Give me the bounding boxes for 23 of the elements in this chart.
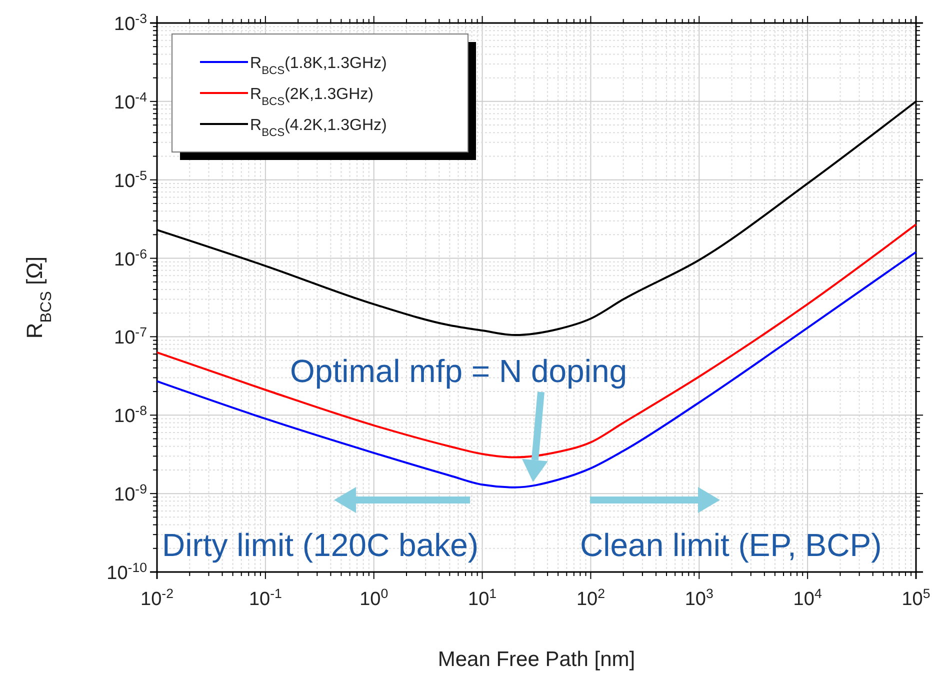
legend-label: R$_{BCS}$(1.8K,1.3GHz): [250, 55, 387, 77]
y-tick-label: 10$^{-8}$: [114, 402, 147, 428]
y-tick-label: 10$^{-9}$: [114, 481, 147, 506]
x-tick-label: 10$^{5}$: [902, 586, 930, 610]
x-axis-title: Mean Free Path [nm]: [438, 648, 636, 671]
x-tick-label: 10$^{3}$: [684, 586, 714, 610]
x-tick-label: 10$^{-1}$: [248, 586, 282, 610]
y-tick-label: 10$^{-7}$: [114, 324, 147, 349]
annotation: Clean limit (EP, BCP): [580, 527, 882, 563]
y-tick-label: 10$^{-6}$: [114, 246, 147, 270]
y-tick-label: 10$^{-3}$: [114, 10, 147, 35]
y-tick-label: 10$^{-10}$: [106, 560, 147, 584]
y-tick-label: 10$^{-4}$: [114, 88, 147, 114]
legend-label: R$_{BCS}$(2K,1.3GHz): [250, 86, 374, 108]
annotation: Optimal mfp = N doping: [290, 353, 628, 389]
x-tick-label: 10$^{1}$: [468, 586, 497, 610]
x-tick-label: 10$^{2}$: [576, 586, 605, 610]
annotation: Dirty limit (120C bake): [162, 527, 479, 563]
legend-label: R$_{BCS}$(4.2K,1.3GHz): [250, 117, 387, 139]
y-tick-label: 10$^{-5}$: [114, 167, 147, 192]
x-tick-label: 10$^{0}$: [360, 586, 388, 610]
x-tick-label: 10$^{4}$: [793, 586, 822, 610]
x-tick-label: 10$^{-2}$: [140, 586, 174, 610]
